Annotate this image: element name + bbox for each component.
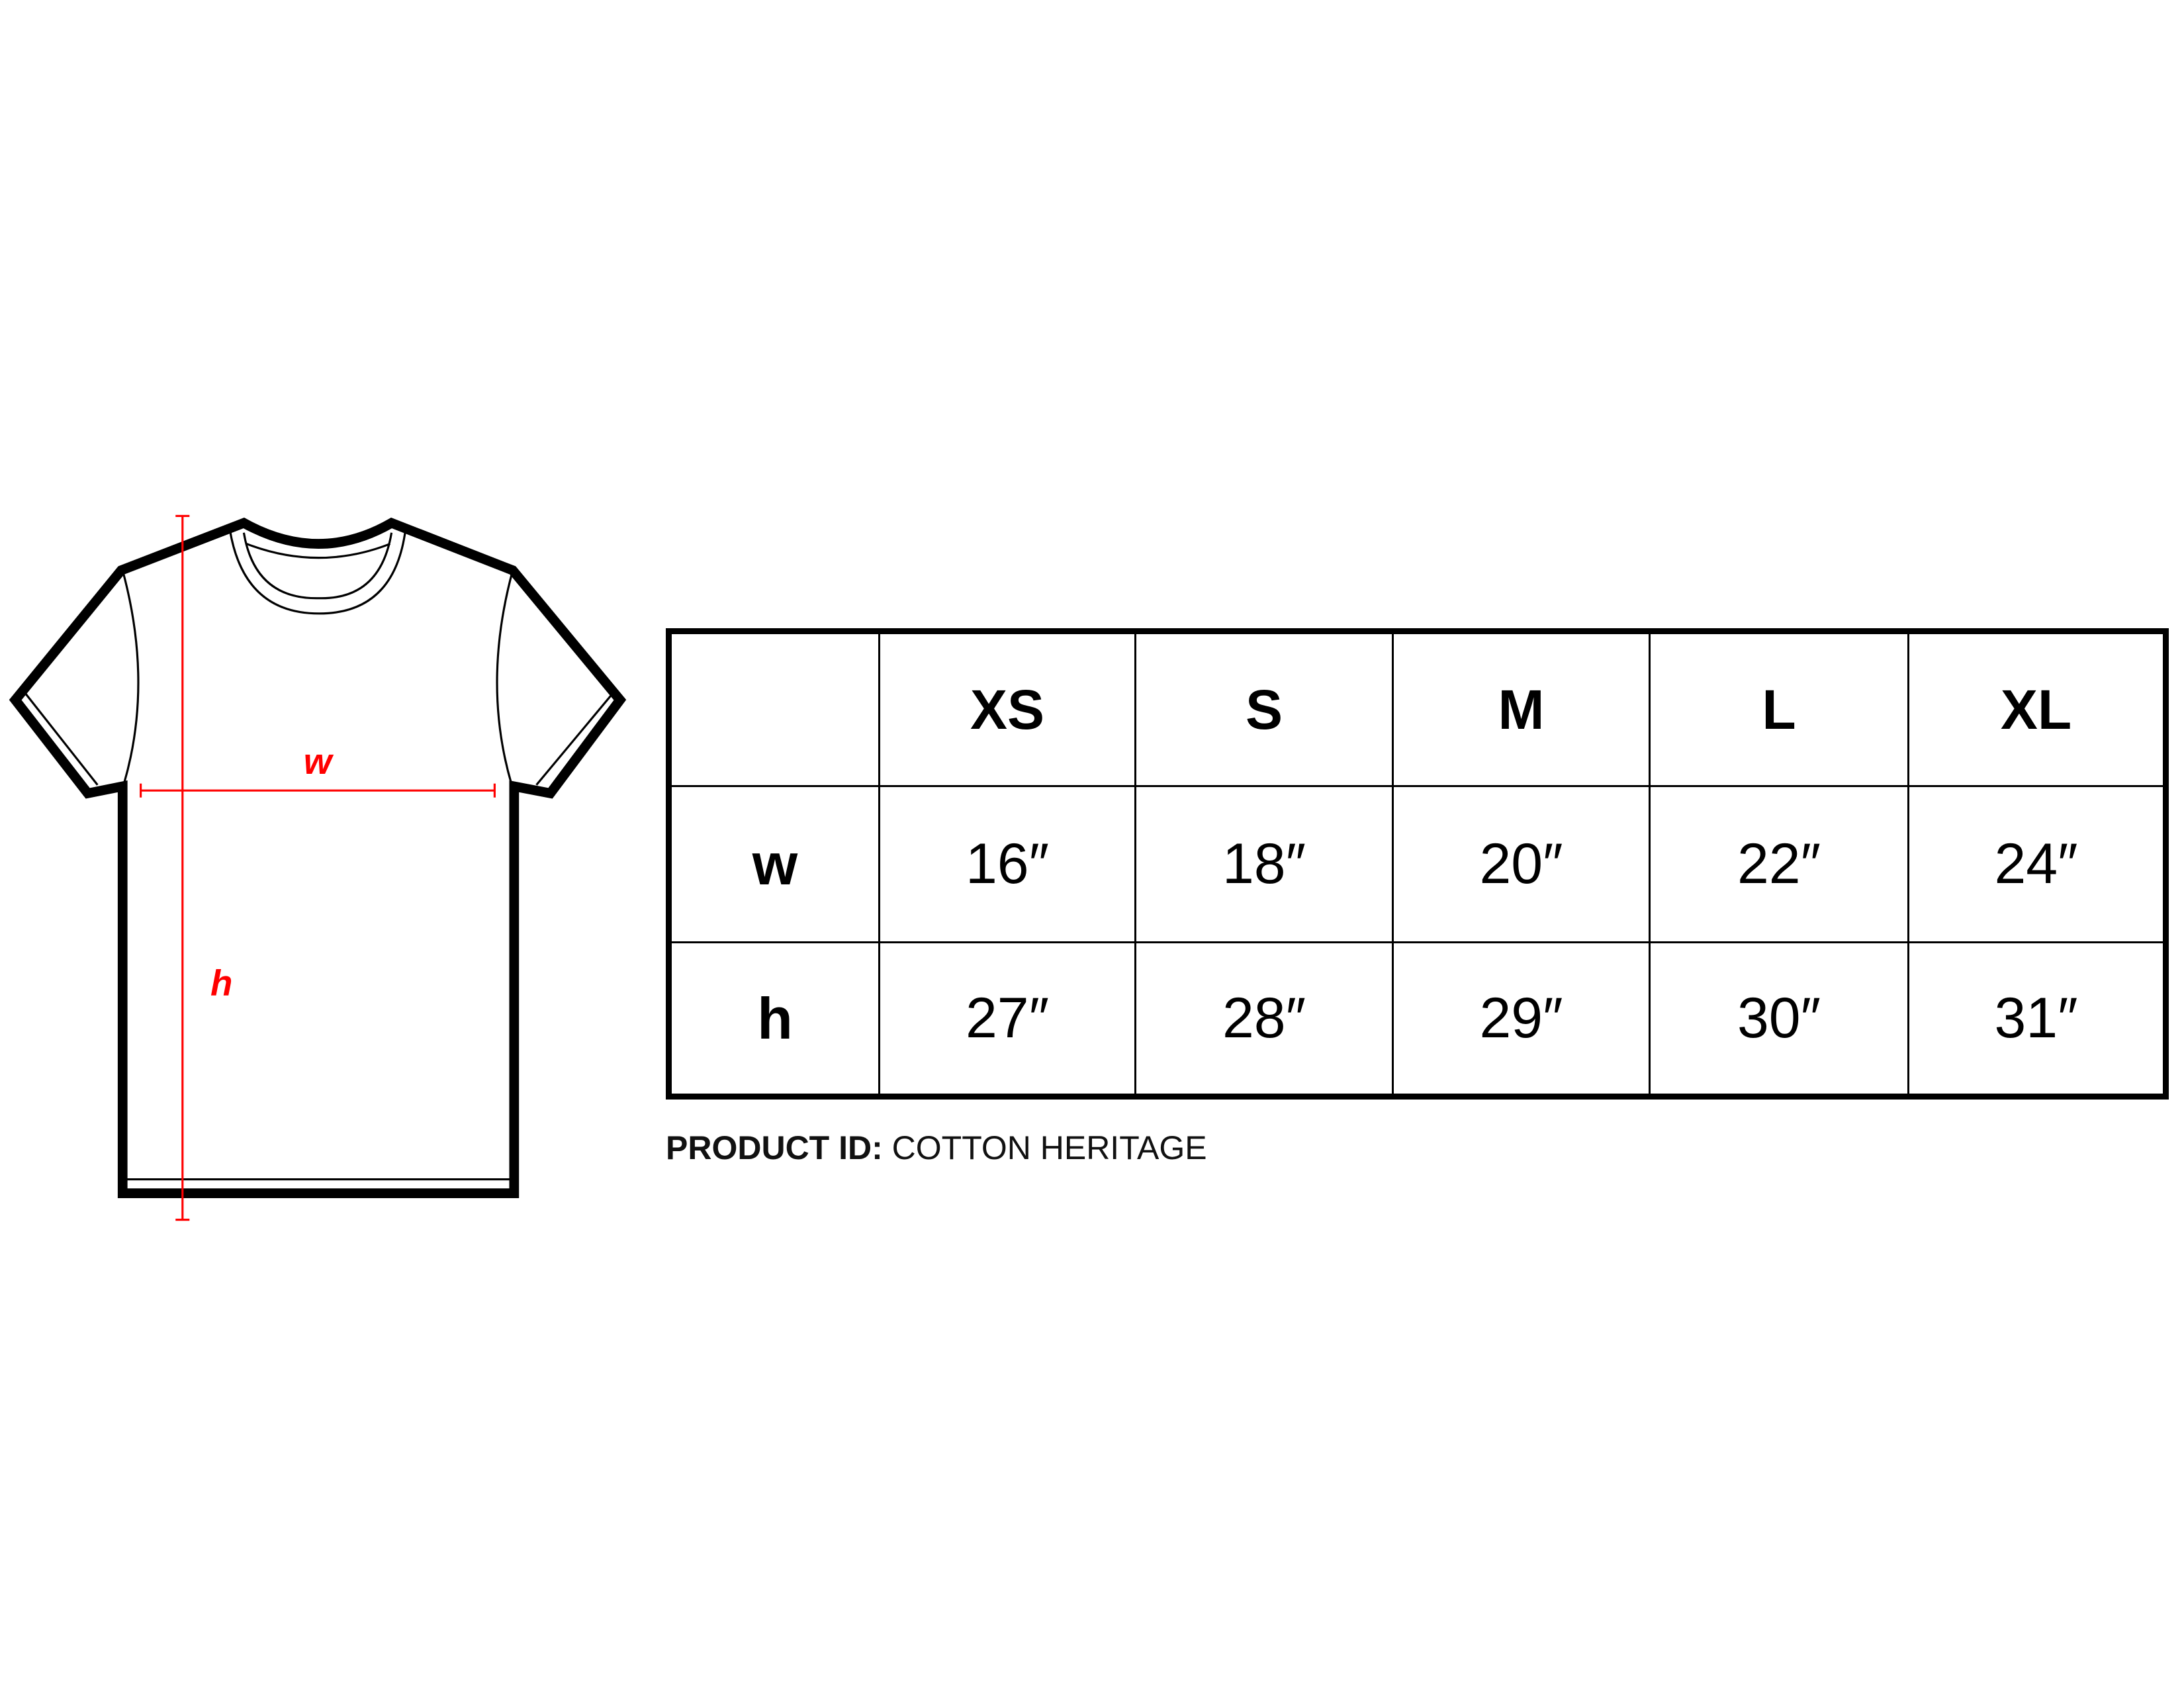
table-cell: 27″ bbox=[878, 941, 1136, 1098]
size-header-xl: XL bbox=[1907, 630, 2167, 787]
table-cell: 22″ bbox=[1649, 785, 1909, 943]
table-row-width: w 16″ 18″ 20″ 22″ 24″ bbox=[668, 785, 2167, 943]
armhole-right bbox=[496, 570, 514, 784]
tshirt-outline bbox=[9, 517, 627, 1198]
armhole-left bbox=[121, 570, 140, 784]
product-id-caption: PRODUCT ID: COTTON HERITAGE bbox=[666, 1129, 1207, 1167]
table-cell: 30″ bbox=[1649, 941, 1909, 1098]
sleeve-cuff-left bbox=[24, 692, 99, 786]
size-header-m: M bbox=[1392, 630, 1651, 787]
size-header-s: S bbox=[1134, 630, 1394, 787]
table-cell: 16″ bbox=[878, 785, 1136, 943]
collar-back-line bbox=[246, 543, 391, 559]
size-chart-table: XS S M L XL w 16″ 18″ 20″ 22″ 24″ h 27″ … bbox=[666, 628, 2169, 1100]
collar-inner bbox=[242, 532, 393, 600]
size-header-xs: XS bbox=[878, 630, 1136, 787]
height-label: h bbox=[210, 962, 232, 1004]
product-id-label: PRODUCT ID: bbox=[666, 1129, 883, 1166]
table-cell: 29″ bbox=[1392, 941, 1651, 1098]
table-cell: 28″ bbox=[1134, 941, 1394, 1098]
table-cell: 24″ bbox=[1907, 785, 2167, 943]
table-header-row: XS S M L XL bbox=[668, 630, 2167, 787]
collar-outer bbox=[228, 530, 407, 615]
table-cell: 18″ bbox=[1134, 785, 1394, 943]
width-label: w bbox=[304, 741, 334, 782]
sleeve-cuff-right bbox=[535, 692, 614, 786]
row-label-height: h bbox=[668, 941, 880, 1098]
product-id-value: COTTON HERITAGE bbox=[891, 1129, 1207, 1166]
row-label-width: w bbox=[668, 785, 880, 943]
table-corner-cell bbox=[668, 630, 880, 787]
measurement-lines bbox=[140, 514, 496, 1221]
tshirt-diagram: w h bbox=[9, 514, 627, 1221]
table-row-height: h 27″ 28″ 29″ 30″ 31″ bbox=[668, 941, 2167, 1098]
tshirt-body-outline bbox=[9, 517, 627, 1198]
table-cell: 20″ bbox=[1392, 785, 1651, 943]
table-cell: 31″ bbox=[1907, 941, 2167, 1098]
size-header-l: L bbox=[1649, 630, 1909, 787]
